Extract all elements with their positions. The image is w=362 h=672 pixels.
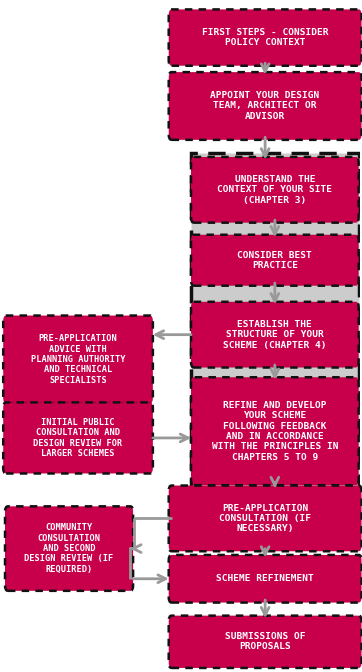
FancyBboxPatch shape	[3, 403, 153, 474]
Text: CONSIDER BEST
PRACTICE: CONSIDER BEST PRACTICE	[237, 251, 312, 270]
FancyBboxPatch shape	[3, 316, 153, 403]
Text: FIRST STEPS - CONSIDER
POLICY CONTEXT: FIRST STEPS - CONSIDER POLICY CONTEXT	[202, 28, 328, 47]
Text: PRE-APPLICATION
CONSULTATION (IF
NECESSARY): PRE-APPLICATION CONSULTATION (IF NECESSA…	[219, 503, 311, 534]
FancyBboxPatch shape	[191, 235, 359, 286]
Text: ESTABLISH THE
STRUCTURE OF YOUR
SCHEME (CHAPTER 4): ESTABLISH THE STRUCTURE OF YOUR SCHEME (…	[223, 320, 327, 349]
FancyBboxPatch shape	[169, 486, 362, 551]
FancyBboxPatch shape	[191, 153, 359, 491]
Text: COMMUNITY
CONSULTATION
AND SECOND
DESIGN REVIEW (IF
REQUIRED): COMMUNITY CONSULTATION AND SECOND DESIGN…	[24, 523, 114, 574]
FancyBboxPatch shape	[191, 302, 359, 368]
FancyBboxPatch shape	[169, 555, 362, 603]
Text: INITIAL PUBLIC
CONSULTATION AND
DESIGN REVIEW FOR
LARGER SCHEMES: INITIAL PUBLIC CONSULTATION AND DESIGN R…	[33, 418, 123, 458]
Text: PRE-APPLICATION
ADVICE WITH
PLANNING AUTHORITY
AND TECHNICAL
SPECIALISTS: PRE-APPLICATION ADVICE WITH PLANNING AUT…	[31, 334, 125, 385]
Text: UNDERSTAND THE
CONTEXT OF YOUR SITE
(CHAPTER 3): UNDERSTAND THE CONTEXT OF YOUR SITE (CHA…	[217, 175, 332, 205]
FancyBboxPatch shape	[191, 157, 359, 222]
Text: REFINE AND DEVELOP
YOUR SCHEME
FOLLOWING FEEDBACK
AND IN ACCORDANCE
WITH THE PRI: REFINE AND DEVELOP YOUR SCHEME FOLLOWING…	[211, 401, 338, 462]
FancyBboxPatch shape	[5, 506, 133, 591]
Text: SCHEME REFINEMENT: SCHEME REFINEMENT	[216, 575, 314, 583]
FancyBboxPatch shape	[169, 72, 362, 140]
Text: APPOINT YOUR DESIGN
TEAM, ARCHITECT OR
ADVISOR: APPOINT YOUR DESIGN TEAM, ARCHITECT OR A…	[210, 91, 320, 121]
FancyBboxPatch shape	[191, 377, 359, 485]
Text: SUBMISSIONS OF
PROPOSALS: SUBMISSIONS OF PROPOSALS	[225, 632, 306, 651]
FancyBboxPatch shape	[169, 616, 362, 668]
FancyBboxPatch shape	[169, 9, 362, 66]
